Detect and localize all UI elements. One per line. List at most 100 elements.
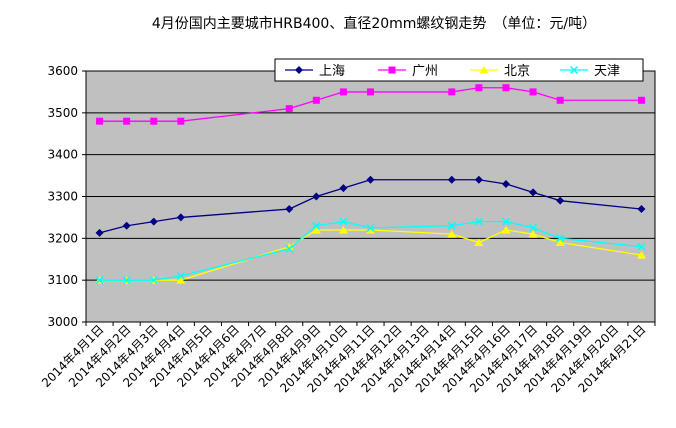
data-point xyxy=(122,221,131,230)
data-point xyxy=(475,84,483,92)
marker-stroke xyxy=(366,223,375,232)
data-point xyxy=(95,276,104,285)
data-point xyxy=(285,205,294,214)
legend-marker xyxy=(388,66,396,74)
legend-marker xyxy=(479,66,489,74)
data-point xyxy=(501,179,510,188)
y-tick-label: 3500 xyxy=(47,106,78,120)
marker-stroke xyxy=(339,217,348,226)
legend-label: 天津 xyxy=(594,64,620,79)
data-point xyxy=(149,276,158,285)
data-point xyxy=(474,175,483,184)
data-point xyxy=(312,221,321,230)
series-line xyxy=(99,179,642,234)
data-point xyxy=(285,105,293,113)
data-point xyxy=(637,242,646,251)
marker-stroke xyxy=(529,223,538,232)
marker-stroke xyxy=(569,65,579,75)
data-point xyxy=(95,228,104,237)
data-point xyxy=(529,88,537,96)
data-point xyxy=(474,217,483,226)
legend-item: 广州 xyxy=(378,64,438,79)
chart-title: 4月份国内主要城市HRB400、直径20mm螺纹钢走势 （单位：元/吨） xyxy=(152,15,596,32)
marker-stroke xyxy=(501,217,511,226)
data-point xyxy=(366,225,375,234)
data-point xyxy=(447,230,457,238)
data-point xyxy=(448,88,456,96)
legend-label: 广州 xyxy=(412,64,438,79)
series-group xyxy=(95,84,646,285)
data-point xyxy=(366,175,375,184)
series-line xyxy=(99,87,642,122)
data-point xyxy=(149,217,158,226)
data-point xyxy=(501,217,511,226)
y-tick-label: 3400 xyxy=(47,148,78,162)
data-point xyxy=(528,230,538,238)
data-point xyxy=(636,251,646,259)
legend-item: 天津 xyxy=(560,64,620,79)
legend-label: 上海 xyxy=(319,64,345,79)
y-axis: 3000 3100 3200 3300 3400 3500 3600 xyxy=(47,64,86,329)
marker-stroke xyxy=(637,242,646,251)
data-point xyxy=(556,196,565,205)
marker-stroke xyxy=(447,221,456,230)
data-point xyxy=(556,234,565,243)
data-point xyxy=(338,225,348,234)
marker-stroke xyxy=(122,276,131,285)
data-point xyxy=(339,88,347,96)
data-point xyxy=(637,205,646,214)
data-point xyxy=(529,188,538,197)
marker-stroke xyxy=(556,234,565,243)
marker-stroke xyxy=(312,221,321,230)
data-point xyxy=(176,276,186,284)
data-point xyxy=(177,117,185,125)
series-1 xyxy=(95,175,646,237)
data-point xyxy=(176,271,185,281)
marker-stroke xyxy=(474,217,483,226)
data-point xyxy=(637,96,645,104)
series-4 xyxy=(95,217,646,285)
data-point xyxy=(123,117,131,125)
data-point xyxy=(339,184,348,193)
marker-stroke xyxy=(285,244,294,253)
data-point xyxy=(366,223,375,232)
data-point xyxy=(312,192,321,201)
y-tick-label: 3200 xyxy=(47,231,78,245)
series-line xyxy=(99,220,642,281)
series-line xyxy=(99,229,642,281)
data-point xyxy=(339,217,348,226)
data-point xyxy=(502,84,510,92)
y-tick-label: 3100 xyxy=(47,273,78,287)
legend-marker xyxy=(295,66,303,74)
data-point xyxy=(367,88,374,96)
x-axis: 2014年4月1日2014年4月2日2014年4月3日2014年4月4日2014… xyxy=(39,322,656,395)
data-point xyxy=(122,276,131,285)
data-point xyxy=(555,238,565,247)
data-point xyxy=(285,244,294,253)
data-point xyxy=(284,242,294,251)
marker-stroke xyxy=(149,276,158,285)
data-point xyxy=(556,96,564,104)
data-point xyxy=(501,225,511,234)
y-tick-label: 3300 xyxy=(47,190,78,204)
data-point xyxy=(312,96,320,104)
legend-item: 北京 xyxy=(470,64,530,79)
series-2 xyxy=(96,84,645,125)
legend-marker xyxy=(569,65,579,75)
data-point xyxy=(176,213,185,222)
legend-item: 上海 xyxy=(285,64,345,79)
data-point xyxy=(311,225,321,234)
marker-stroke xyxy=(176,271,185,281)
data-point xyxy=(150,117,158,125)
y-tick-label: 3000 xyxy=(47,315,78,329)
marker-stroke xyxy=(95,276,104,285)
legend: 上海 广州 北京 天津 xyxy=(274,58,644,82)
data-point xyxy=(529,223,538,232)
data-point xyxy=(96,117,104,125)
data-point xyxy=(447,175,456,184)
legend-label: 北京 xyxy=(504,64,530,79)
data-point xyxy=(447,221,456,230)
y-tick-label: 3600 xyxy=(47,64,78,78)
data-point xyxy=(474,238,484,247)
